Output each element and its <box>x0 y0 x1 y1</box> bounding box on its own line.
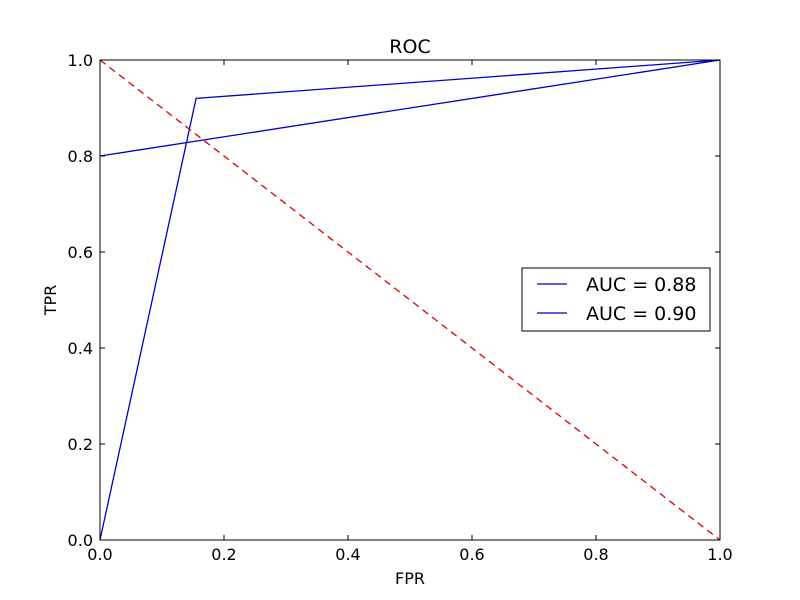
series-line-2 <box>99 59 721 541</box>
y-tick-label: 1.0 <box>68 51 93 70</box>
x-tick-label: 0.8 <box>583 545 608 564</box>
legend-box <box>521 267 711 332</box>
legend-label: AUC = 0.88 <box>586 274 696 296</box>
x-tick-label: 1.0 <box>707 545 732 564</box>
x-tick-label: 0.0 <box>87 545 112 564</box>
axis-ticks: 0.0 0.2 0.4 0.6 0.8 1.0 0.0 0.2 0.4 0.6 0.8 1.0 <box>68 51 733 564</box>
y-tick-label: 0.2 <box>68 435 93 454</box>
chart-title: ROC <box>389 36 430 58</box>
plot-frame <box>99 59 721 541</box>
plot-lines <box>99 59 721 541</box>
y-axis-label: TPR <box>41 285 60 317</box>
y-tick-label: 0.0 <box>68 531 93 550</box>
y-tick-label: 0.8 <box>68 147 93 166</box>
y-tick-label: 0.6 <box>68 243 93 262</box>
series-line-1 <box>99 59 721 157</box>
y-tick-label: 0.4 <box>68 339 93 358</box>
series-line-0 <box>99 59 721 541</box>
x-tick-label: 0.6 <box>459 545 484 564</box>
x-axis-label: FPR <box>395 569 425 588</box>
legend: AUC = 0.88 AUC = 0.90 <box>521 267 711 332</box>
x-tick-label: 0.2 <box>211 545 236 564</box>
legend-label: AUC = 0.90 <box>586 303 696 325</box>
x-tick-label: 0.4 <box>335 545 360 564</box>
